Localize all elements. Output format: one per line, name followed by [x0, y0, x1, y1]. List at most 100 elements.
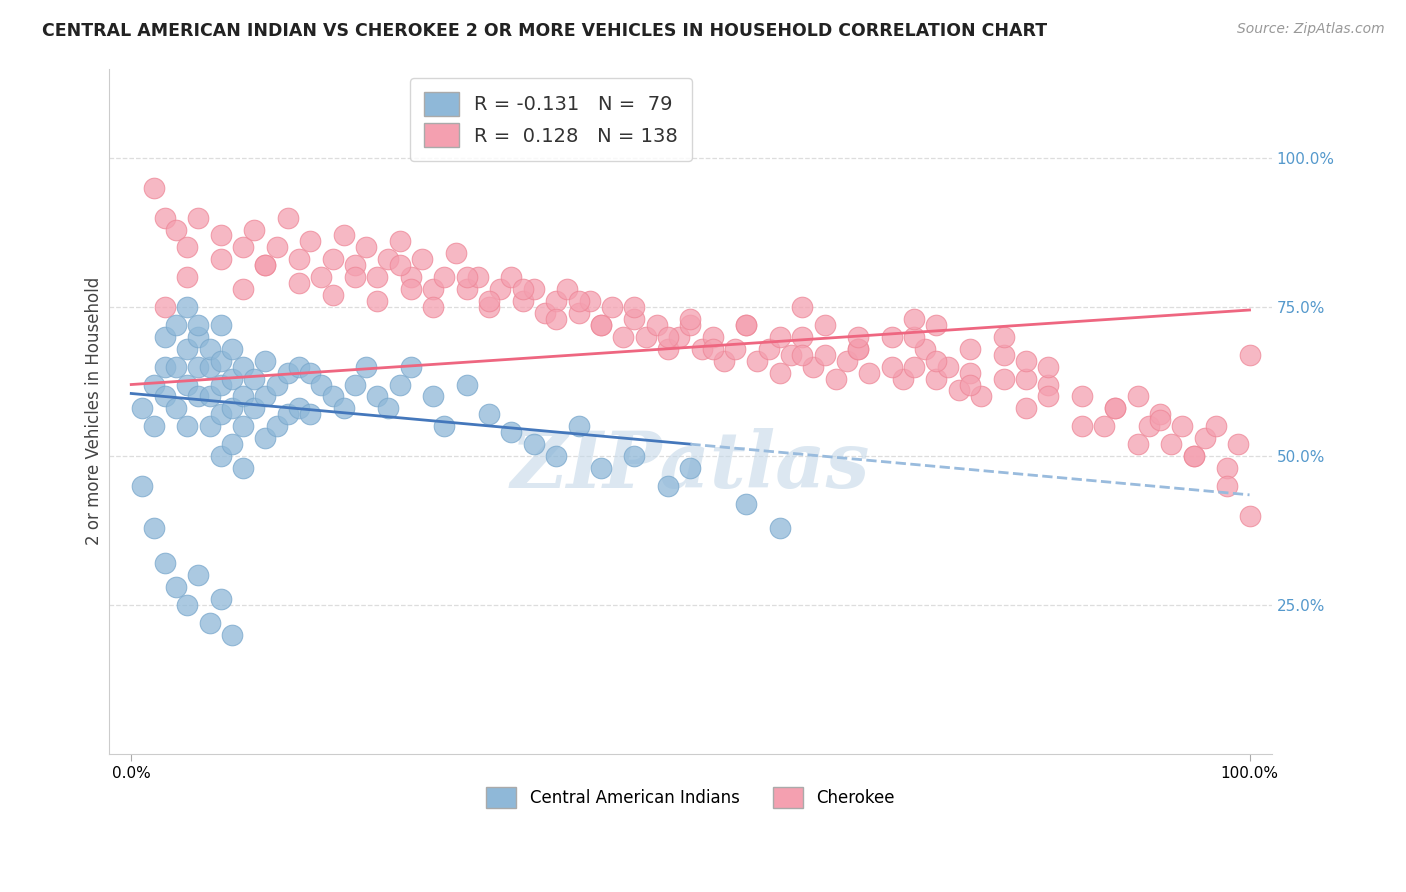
Point [1171, 419, 1194, 434]
Point [546, 294, 568, 309]
Point [165, 359, 187, 374]
Point [1104, 401, 1126, 416]
Point [600, 300, 623, 314]
Point [456, 282, 478, 296]
Point [187, 330, 209, 344]
Point [1015, 353, 1038, 368]
Point [243, 222, 266, 236]
Point [925, 318, 948, 332]
Point [903, 359, 925, 374]
Point [724, 342, 747, 356]
Point [1070, 389, 1092, 403]
Point [198, 359, 221, 374]
Point [221, 628, 243, 642]
Point [153, 211, 176, 225]
Point [153, 557, 176, 571]
Point [187, 211, 209, 225]
Point [501, 425, 523, 440]
Point [277, 211, 299, 225]
Point [1038, 377, 1060, 392]
Point [846, 342, 869, 356]
Point [321, 288, 343, 302]
Point [343, 270, 366, 285]
Point [478, 294, 501, 309]
Point [299, 366, 322, 380]
Point [792, 330, 814, 344]
Point [288, 401, 311, 416]
Point [209, 592, 232, 607]
Point [221, 371, 243, 385]
Point [232, 240, 254, 254]
Point [153, 389, 176, 403]
Point [891, 371, 914, 385]
Point [702, 330, 724, 344]
Point [623, 300, 645, 314]
Point [176, 419, 198, 434]
Point [153, 359, 176, 374]
Point [735, 318, 758, 332]
Point [209, 449, 232, 463]
Point [959, 366, 981, 380]
Point [858, 366, 880, 380]
Point [534, 306, 557, 320]
Point [589, 461, 612, 475]
Point [187, 359, 209, 374]
Point [589, 318, 612, 332]
Point [1104, 401, 1126, 416]
Point [354, 359, 377, 374]
Text: CENTRAL AMERICAN INDIAN VS CHEROKEE 2 OR MORE VEHICLES IN HOUSEHOLD CORRELATION : CENTRAL AMERICAN INDIAN VS CHEROKEE 2 OR… [42, 22, 1047, 40]
Point [747, 353, 769, 368]
Point [612, 330, 634, 344]
Y-axis label: 2 or more Vehicles in Household: 2 or more Vehicles in Household [86, 277, 103, 546]
Point [903, 312, 925, 326]
Point [501, 270, 523, 285]
Point [478, 300, 501, 314]
Point [311, 270, 333, 285]
Point [254, 258, 277, 272]
Point [366, 270, 388, 285]
Point [232, 419, 254, 434]
Point [735, 497, 758, 511]
Point [288, 359, 311, 374]
Point [567, 306, 589, 320]
Point [657, 342, 679, 356]
Point [232, 282, 254, 296]
Legend: Central American Indians, Cherokee: Central American Indians, Cherokee [479, 780, 901, 814]
Point [1182, 449, 1205, 463]
Point [523, 282, 546, 296]
Point [769, 330, 792, 344]
Point [399, 270, 422, 285]
Point [198, 419, 221, 434]
Point [780, 348, 803, 362]
Point [343, 258, 366, 272]
Point [959, 342, 981, 356]
Point [835, 353, 858, 368]
Point [266, 419, 288, 434]
Point [142, 521, 165, 535]
Point [713, 353, 735, 368]
Point [142, 181, 165, 195]
Point [657, 330, 679, 344]
Point [176, 377, 198, 392]
Point [1216, 461, 1239, 475]
Point [690, 342, 713, 356]
Point [512, 294, 534, 309]
Point [388, 258, 411, 272]
Point [880, 359, 903, 374]
Point [165, 318, 187, 332]
Point [411, 252, 433, 267]
Point [422, 389, 444, 403]
Point [209, 377, 232, 392]
Point [557, 282, 579, 296]
Point [959, 377, 981, 392]
Point [299, 235, 322, 249]
Point [679, 318, 702, 332]
Point [758, 342, 780, 356]
Point [925, 371, 948, 385]
Point [299, 408, 322, 422]
Point [1194, 431, 1216, 445]
Point [936, 359, 959, 374]
Point [221, 401, 243, 416]
Point [176, 300, 198, 314]
Point [209, 228, 232, 243]
